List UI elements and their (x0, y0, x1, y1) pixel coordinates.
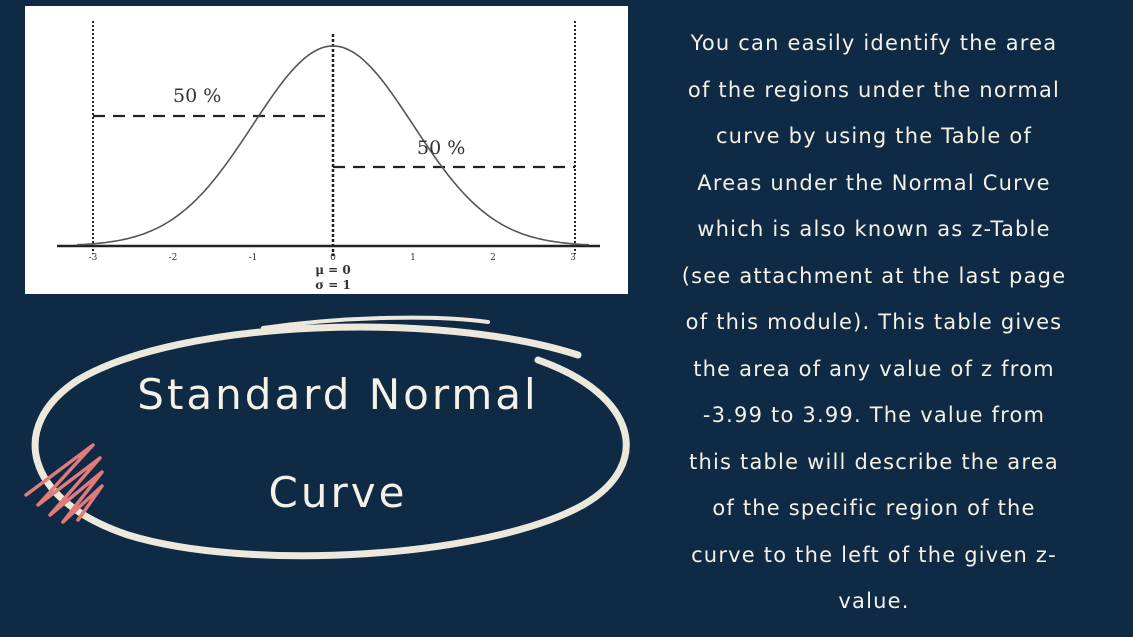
right-region-label: 50 % (417, 137, 465, 159)
normal-curve-figure: 50 % 50 % -3 -2 -1 0 1 2 3 μ = 0 σ = 1 (25, 6, 628, 294)
text-line: value. (838, 589, 910, 613)
title-line-2: Curve (268, 468, 408, 517)
bell-curve (76, 45, 590, 246)
text-line: Areas under the Normal Curve (697, 170, 1051, 195)
text-line: -3.99 to 3.99. The value from (702, 403, 1046, 427)
x-tick-label: 1 (410, 253, 416, 263)
ellipse-tail (261, 315, 490, 330)
mu-label: μ = 0 (315, 263, 351, 277)
text-line: which is also known as z-Table (697, 217, 1051, 241)
text-line: this table will describe the area (689, 449, 1059, 474)
title-line-1: Standard Normal (137, 370, 539, 419)
text-line: of the specific region of the (712, 496, 1036, 520)
x-tick-label: 0 (330, 253, 336, 263)
explanation-text: You can easily identify the area of the … (650, 20, 1098, 625)
text-line: curve to the left of the given z- (691, 542, 1057, 567)
text-line: curve by using the Table of (715, 124, 1033, 148)
x-tick-label: 3 (570, 253, 576, 263)
title-ellipse-svg (24, 315, 630, 560)
text-line: You can easily identify the area (690, 31, 1058, 55)
x-tick-labels: -3 -2 -1 0 1 2 3 (89, 253, 577, 263)
text-line: of this module). This table gives (685, 310, 1063, 334)
left-region-label: 50 % (173, 85, 221, 107)
x-tick-label: -2 (169, 253, 178, 263)
title-ellipse (31, 323, 630, 560)
text-line: the area of any value of z from (693, 356, 1055, 381)
text-line: of the regions under the normal (687, 77, 1061, 102)
x-tick-label: -1 (249, 253, 258, 263)
title-callout: Standard Normal Curve (18, 300, 633, 560)
scribble-decoration (24, 443, 104, 524)
x-tick-label: -3 (89, 253, 98, 263)
text-line: (see attachment at the last page (681, 263, 1067, 288)
sigma-label: σ = 1 (315, 278, 351, 292)
normal-curve-svg: 50 % 50 % -3 -2 -1 0 1 2 3 μ = 0 σ = 1 (57, 21, 600, 292)
x-tick-label: 2 (490, 253, 496, 263)
